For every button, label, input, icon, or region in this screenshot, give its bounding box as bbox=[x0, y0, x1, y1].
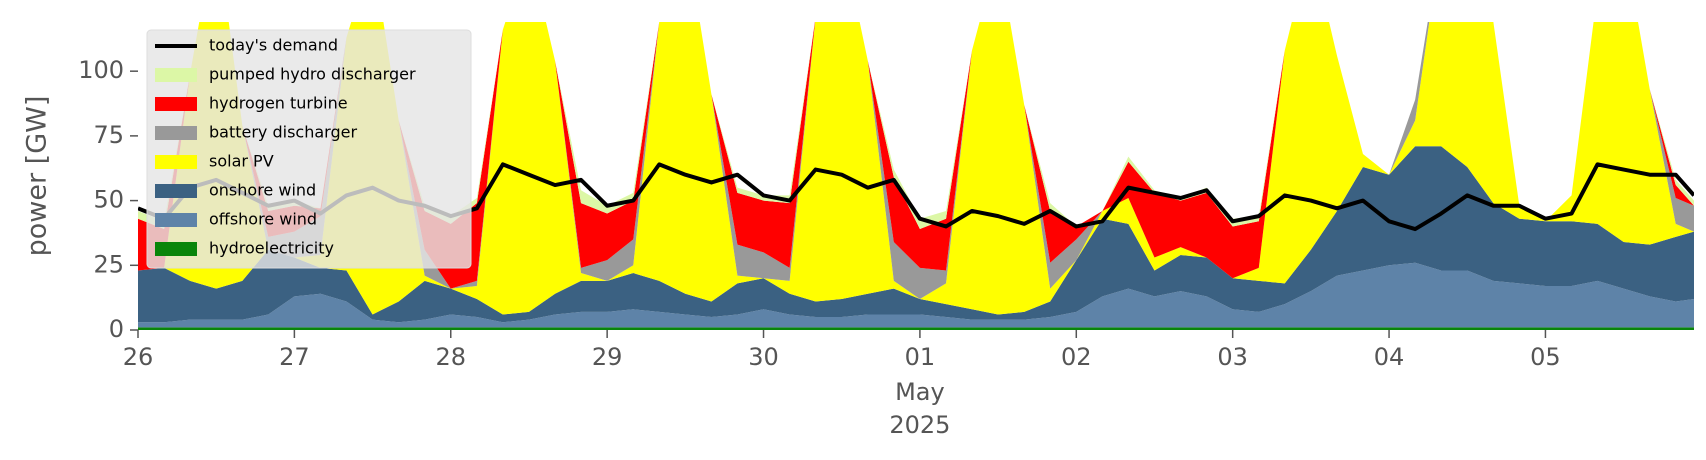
legend-label: hydroelectricity bbox=[209, 239, 334, 258]
x-tick-label: 01 bbox=[905, 343, 936, 371]
legend-label: today's demand bbox=[209, 36, 338, 55]
y-axis-label: power [GW] bbox=[22, 96, 53, 257]
legend-label: solar PV bbox=[209, 152, 274, 171]
y-tick-label: 0 bbox=[109, 315, 124, 343]
area bbox=[138, 146, 1694, 323]
y-tick-label: 100 bbox=[78, 56, 124, 84]
y-tick-label: 25 bbox=[93, 250, 124, 278]
legend-box bbox=[146, 29, 472, 269]
area bbox=[138, 22, 1694, 315]
y-tick-label: 50 bbox=[93, 186, 124, 214]
x-tick-label: 27 bbox=[279, 343, 310, 371]
area bbox=[138, 262, 1694, 328]
x-tick-label: 30 bbox=[748, 343, 779, 371]
legend-swatch bbox=[155, 126, 197, 140]
x-tick-label: 04 bbox=[1374, 343, 1405, 371]
x-tick-label: 02 bbox=[1061, 343, 1092, 371]
legend-swatch bbox=[155, 97, 197, 111]
legend-label: offshore wind bbox=[209, 210, 317, 229]
x-tick-label: 03 bbox=[1217, 343, 1248, 371]
area bbox=[138, 22, 1694, 289]
legend-swatch bbox=[155, 242, 197, 256]
x-annotation: 2025 bbox=[889, 411, 950, 439]
x-tick-label: 28 bbox=[435, 343, 466, 371]
legend: today's demand pumped hydro discharger hyd… bbox=[146, 29, 472, 269]
y-tick-label: 75 bbox=[93, 121, 124, 149]
area bbox=[138, 327, 1694, 330]
x-tick-label: 29 bbox=[592, 343, 623, 371]
legend-swatch bbox=[155, 155, 197, 169]
x-tick-label: 05 bbox=[1530, 343, 1561, 371]
legend-label: onshore wind bbox=[209, 181, 316, 200]
legend-label: battery discharger bbox=[209, 123, 357, 142]
legend-label: pumped hydro discharger bbox=[209, 65, 416, 84]
x-annotation: May bbox=[895, 378, 945, 406]
x-tick-label: 26 bbox=[123, 343, 154, 371]
legend-swatch bbox=[155, 184, 197, 198]
legend-label: hydrogen turbine bbox=[209, 94, 348, 113]
legend-swatch bbox=[155, 68, 197, 82]
legend-swatch bbox=[155, 213, 197, 227]
